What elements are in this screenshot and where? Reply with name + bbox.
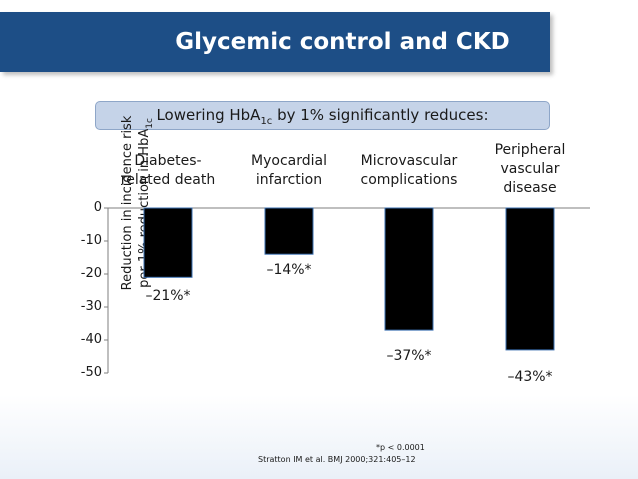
chart-subtitle-box: Lowering HbA1c by 1% significantly reduc…: [95, 101, 550, 130]
slide-title: Glycemic control and CKD: [175, 29, 510, 55]
y-tick-label: -30: [80, 299, 102, 314]
value-label: –37%*: [386, 348, 432, 364]
background-gradient: [0, 395, 638, 479]
category-label: Microvascular complications: [360, 153, 458, 188]
y-tick-label: -10: [80, 233, 102, 248]
subtitle-text-post: by 1% significantly reduces:: [272, 106, 489, 124]
category-label: Diabetes- related death: [120, 153, 216, 188]
y-tick-label: -40: [80, 332, 102, 347]
value-label: –14%*: [266, 262, 312, 278]
category-label: Myocardial infarction: [251, 153, 327, 188]
footnote: *p < 0.0001: [376, 443, 425, 452]
citation: Stratton IM et al. BMJ 2000;321:405–12: [258, 455, 416, 464]
bar: [143, 207, 193, 278]
y-tick-label: -50: [80, 365, 102, 380]
title-bar: [0, 12, 550, 72]
bar: [505, 207, 555, 351]
bar: [384, 207, 434, 331]
value-label: –43%*: [507, 369, 553, 385]
subtitle-text-pre: Lowering HbA: [156, 106, 261, 124]
subtitle-subscript: 1c: [260, 116, 273, 127]
category-label: Peripheral vascular disease: [494, 142, 566, 196]
y-tick-label: 0: [93, 200, 102, 215]
y-tick-label: -20: [80, 266, 102, 281]
bar: [264, 207, 314, 255]
value-label: –21%*: [145, 288, 191, 304]
